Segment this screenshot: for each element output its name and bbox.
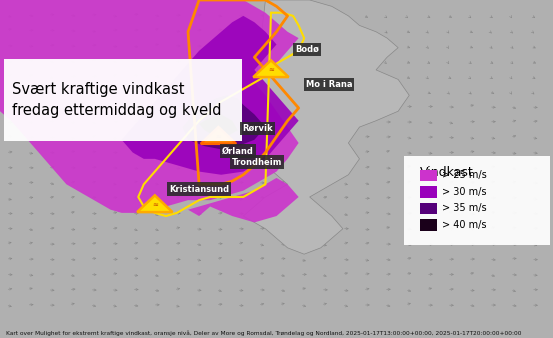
Text: > 40 m/s: > 40 m/s (442, 220, 487, 230)
Text: Svært kraftige vindkast
fredag ettermiddag og kveld: Svært kraftige vindkast fredag ettermidd… (12, 82, 222, 118)
FancyBboxPatch shape (420, 186, 437, 198)
Text: Bodø: Bodø (295, 45, 319, 54)
Text: Trondheim: Trondheim (232, 158, 283, 167)
FancyBboxPatch shape (404, 156, 550, 245)
FancyBboxPatch shape (420, 170, 437, 181)
Text: ≈: ≈ (268, 67, 274, 73)
Text: > 35 m/s: > 35 m/s (442, 203, 487, 213)
Polygon shape (199, 114, 238, 137)
Text: ≈: ≈ (152, 202, 158, 208)
FancyBboxPatch shape (420, 203, 437, 214)
Text: Mo i Rana: Mo i Rana (306, 80, 352, 89)
Polygon shape (122, 16, 299, 175)
Text: Rørvik: Rørvik (242, 124, 273, 133)
Polygon shape (201, 127, 236, 144)
Polygon shape (253, 60, 289, 77)
Polygon shape (182, 95, 265, 149)
Text: Kart over Mulighet for ekstremt kraftige vindkast, oransje nivå, Deler av More o: Kart over Mulighet for ekstremt kraftige… (6, 331, 521, 336)
FancyBboxPatch shape (420, 219, 437, 231)
Polygon shape (0, 0, 299, 213)
Text: Vindkast: Vindkast (420, 166, 474, 179)
Text: > 30 m/s: > 30 m/s (442, 187, 487, 197)
Polygon shape (221, 0, 409, 254)
Text: Ørland: Ørland (222, 146, 254, 155)
Text: Kristiansund: Kristiansund (169, 185, 229, 194)
Polygon shape (137, 195, 173, 212)
Text: > 25 m/s: > 25 m/s (442, 170, 487, 180)
Polygon shape (188, 178, 299, 222)
FancyBboxPatch shape (4, 59, 242, 141)
Text: ≈: ≈ (216, 134, 221, 140)
